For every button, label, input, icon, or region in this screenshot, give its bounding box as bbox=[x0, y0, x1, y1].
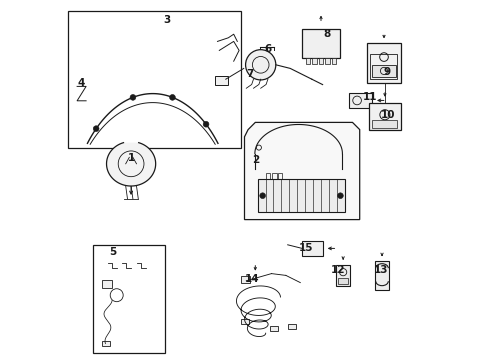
Bar bbox=[331, 58, 336, 64]
Bar bbox=[337, 278, 347, 284]
Text: 6: 6 bbox=[264, 44, 271, 54]
Circle shape bbox=[259, 193, 265, 199]
Text: 5: 5 bbox=[109, 247, 117, 257]
Bar bbox=[215, 76, 227, 85]
Bar bbox=[102, 280, 112, 288]
Circle shape bbox=[130, 95, 136, 100]
Bar bbox=[287, 324, 295, 329]
Text: 15: 15 bbox=[298, 243, 312, 253]
Text: 13: 13 bbox=[373, 265, 388, 275]
Bar bbox=[305, 58, 310, 64]
Text: 8: 8 bbox=[323, 29, 330, 39]
Bar bbox=[271, 172, 276, 179]
Text: 12: 12 bbox=[330, 265, 345, 275]
Bar bbox=[241, 319, 248, 324]
Text: 7: 7 bbox=[246, 69, 253, 79]
Bar bbox=[336, 265, 349, 286]
Bar bbox=[325, 58, 329, 64]
Bar bbox=[102, 341, 110, 346]
Text: 4: 4 bbox=[77, 78, 84, 88]
Bar bbox=[366, 43, 400, 83]
Circle shape bbox=[169, 95, 175, 100]
Circle shape bbox=[203, 121, 208, 127]
Bar bbox=[302, 241, 322, 256]
Bar bbox=[370, 54, 397, 79]
Bar bbox=[277, 172, 282, 179]
Polygon shape bbox=[106, 143, 155, 186]
Circle shape bbox=[93, 126, 99, 131]
Text: 3: 3 bbox=[163, 15, 170, 25]
Bar bbox=[269, 326, 277, 331]
Text: 9: 9 bbox=[383, 67, 389, 77]
Bar bbox=[368, 103, 400, 130]
Bar bbox=[93, 245, 165, 353]
Circle shape bbox=[337, 193, 343, 199]
Bar bbox=[68, 11, 241, 148]
Bar bbox=[318, 58, 323, 64]
Polygon shape bbox=[244, 122, 359, 220]
Bar bbox=[374, 261, 388, 290]
Bar bbox=[258, 179, 344, 212]
Bar bbox=[265, 172, 270, 179]
Bar bbox=[348, 93, 371, 108]
Circle shape bbox=[245, 50, 275, 80]
Bar bbox=[302, 29, 339, 58]
Text: 1: 1 bbox=[127, 153, 135, 163]
Bar bbox=[311, 58, 316, 64]
Text: 10: 10 bbox=[381, 110, 395, 120]
Bar bbox=[371, 66, 395, 77]
Text: 2: 2 bbox=[251, 155, 258, 165]
Bar bbox=[241, 276, 249, 283]
Text: 14: 14 bbox=[244, 274, 259, 284]
Text: 11: 11 bbox=[363, 92, 377, 102]
Bar bbox=[371, 120, 397, 128]
